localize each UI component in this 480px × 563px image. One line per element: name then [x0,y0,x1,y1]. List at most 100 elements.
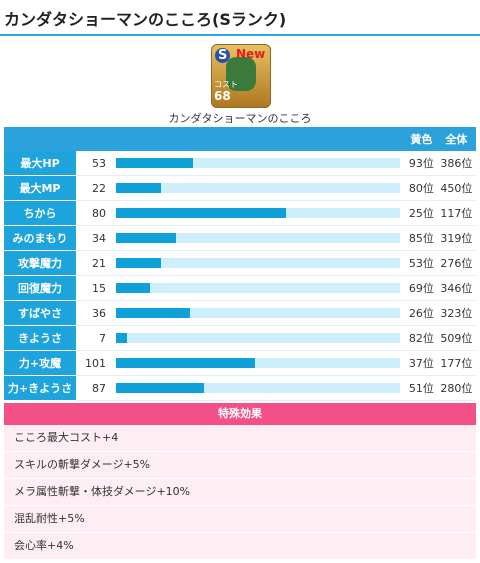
cost-value: 68 [214,89,231,103]
stat-value: 7 [76,325,110,351]
stat-value: 22 [76,175,110,201]
rank-yellow: 80位 [406,175,437,201]
column-header: 全体 [436,127,476,151]
bar [116,333,128,343]
bar-track [116,358,400,368]
stat-label: みのまもり [4,225,76,251]
bar-track [116,208,400,218]
effect-item: スキルの斬撃ダメージ+5% [4,452,476,479]
bar [116,183,162,193]
stat-row: ちから 80 25位 117位 [4,200,476,226]
new-badge: New [236,47,266,61]
monster-icon: S New コスト 68 [211,44,271,108]
bar [116,308,190,318]
rank-all: 386位 [436,151,476,176]
effects-header: 特殊効果 [4,403,476,425]
stat-label: きようさ [4,325,76,351]
rank-yellow: 85位 [406,225,437,251]
stat-row: みのまもり 34 85位 319位 [4,225,476,251]
bar-track [116,158,400,168]
column-header: 黄色 [406,127,437,151]
rank-yellow: 25位 [406,200,437,226]
rank-yellow: 26位 [406,300,437,326]
stat-value: 21 [76,250,110,276]
stat-value: 34 [76,225,110,251]
bar-cell [110,350,406,376]
stat-value: 101 [76,350,110,376]
bar [116,158,193,168]
rank-yellow: 69位 [406,275,437,301]
cost-label: コスト [214,80,238,89]
bar-track [116,258,400,268]
stat-label: 力+攻魔 [4,350,76,376]
bar [116,233,176,243]
header-row: 黄色 全体 [4,127,476,151]
bar [116,258,162,268]
stat-label: 最大MP [4,175,76,201]
stat-row: 最大HP 53 93位 386位 [4,151,476,176]
rank-yellow: 93位 [406,151,437,176]
stat-label: 力+きようさ [4,375,76,401]
monster-art [226,57,256,91]
bar-cell [110,200,406,226]
stat-value: 53 [76,151,110,176]
stat-label: 最大HP [4,151,76,176]
rank-all: 450位 [436,175,476,201]
title-rule [0,34,480,36]
stat-label: 攻撃魔力 [4,250,76,276]
bar-cell [110,151,406,176]
bar [116,208,287,218]
bar-cell [110,250,406,276]
effect-item: 会心率+4% [4,533,476,560]
bar-cell [110,375,406,401]
effect-item: 混乱耐性+5% [4,506,476,533]
stat-row: すばやさ 36 26位 323位 [4,300,476,326]
bar-cell [110,275,406,301]
stat-row: 回復魔力 15 69位 346位 [4,275,476,301]
stat-value: 80 [76,200,110,226]
stat-value: 15 [76,275,110,301]
bar-cell [110,325,406,351]
stat-label: 回復魔力 [4,275,76,301]
rank-badge: S [215,48,231,63]
bar-track [116,383,400,393]
monster-name: カンダタショーマンのこころ [168,112,312,125]
stat-row: 力+きようさ 87 51位 280位 [4,375,476,401]
bar [116,358,256,368]
effect-item: こころ最大コスト+4 [4,425,476,452]
rank-yellow: 53位 [406,250,437,276]
rank-yellow: 82位 [406,325,437,351]
effect-item: メラ属性斬撃・体技ダメージ+10% [4,479,476,506]
bar-cell [110,175,406,201]
rank-all: 319位 [436,225,476,251]
stat-row: 最大MP 22 80位 450位 [4,175,476,201]
rank-all: 117位 [436,200,476,226]
stat-label: ちから [4,200,76,226]
page-title: カンダタショーマンのこころ(Sランク) [4,10,287,29]
header-blank [4,127,406,151]
rank-all: 509位 [436,325,476,351]
bar-track [116,308,400,318]
bar-track [116,333,400,343]
stat-row: きようさ 7 82位 509位 [4,325,476,351]
rank-yellow: 37位 [406,350,437,376]
rank-all: 346位 [436,275,476,301]
rank-all: 276位 [436,250,476,276]
rank-all: 323位 [436,300,476,326]
stat-row: 攻撃魔力 21 53位 276位 [4,250,476,276]
bar-cell [110,300,406,326]
rank-yellow: 51位 [406,375,437,401]
bar-track [116,233,400,243]
rank-all: 177位 [436,350,476,376]
stat-value: 87 [76,375,110,401]
stat-row: 力+攻魔 101 37位 177位 [4,350,476,376]
stat-value: 36 [76,300,110,326]
bar-track [116,183,400,193]
bar-cell [110,225,406,251]
stat-label: すばやさ [4,300,76,326]
rank-all: 280位 [436,375,476,401]
stats-table: 黄色 全体 最大HP 53 93位 386位最大MP 22 80位 450位ちから 80 25位… [4,127,476,401]
bar [116,283,151,293]
bar-track [116,283,400,293]
